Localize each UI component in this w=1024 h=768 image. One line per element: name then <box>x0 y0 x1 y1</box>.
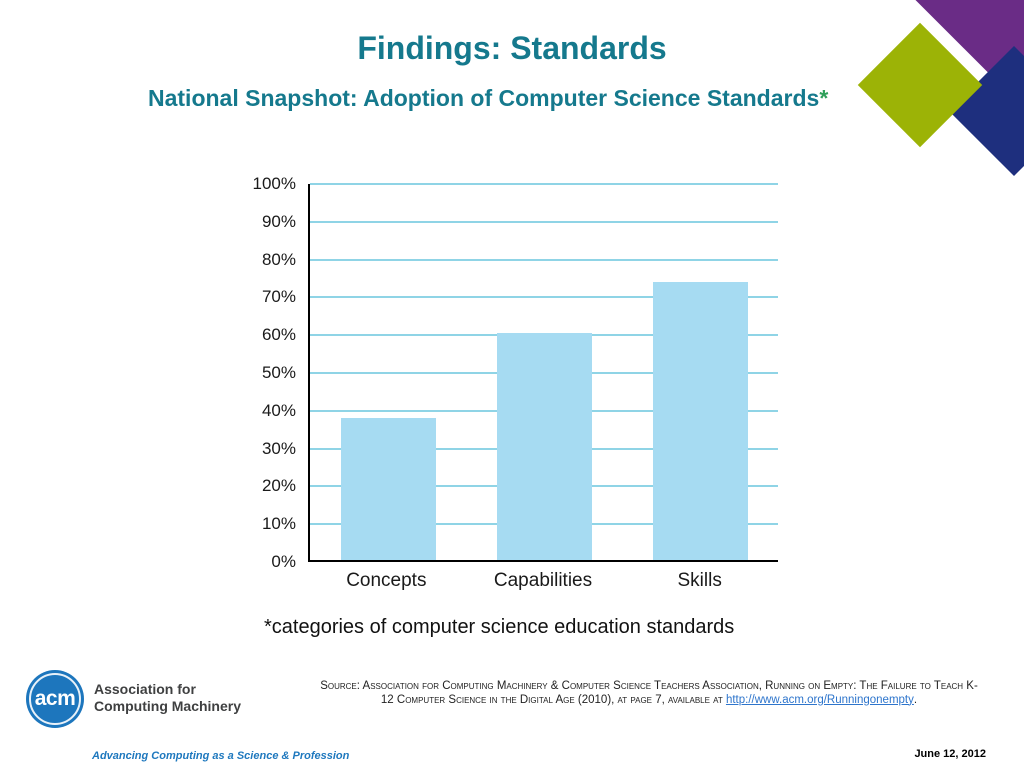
source-citation: Source: Association for Computing Machin… <box>318 680 980 707</box>
y-tick-label: 0% <box>271 552 296 571</box>
gridline <box>310 183 778 185</box>
y-tick-label: 80% <box>261 249 296 269</box>
x-axis-label: Concepts <box>346 570 427 591</box>
bar-chart: 100% 90% 80% 70% 60% 50% 40% 30% 20% 10% 0% Concep… <box>240 174 778 592</box>
y-tick-label: 70% <box>261 287 296 307</box>
chart-footnote: *categories of computer science educatio… <box>264 616 735 638</box>
x-axis-label: Capabilities <box>493 570 593 591</box>
x-axis-label: Skills <box>677 570 722 591</box>
y-tick-label: 50% <box>261 363 296 382</box>
y-tick-label: 100% <box>252 174 296 193</box>
y-tick-label: 10% <box>261 514 296 534</box>
y-tick-label: 20% <box>261 476 296 496</box>
y-tick-label: 30% <box>261 438 296 458</box>
bar-concepts <box>340 418 436 560</box>
x-axis-labels: Concepts Capabilities Skills <box>308 570 778 592</box>
slide-subtitle: National Snapshot: Adoption of Computer … <box>148 85 828 112</box>
plot-area <box>308 183 778 562</box>
bar-skills <box>652 282 748 560</box>
y-tick-label: 60% <box>261 325 296 345</box>
source-period: . <box>913 693 918 706</box>
acm-logo: acm <box>26 670 84 728</box>
source-text: Source: Association for Computing Machin… <box>320 680 978 706</box>
gridline <box>310 296 778 299</box>
acm-org-name: Association for Computing Machinery <box>94 681 241 715</box>
source-link[interactable]: http://www.acm.org/Runningonempty <box>725 693 914 706</box>
gridline <box>310 220 778 223</box>
org-name-line1: Association for <box>94 681 196 697</box>
bars-row <box>310 184 778 560</box>
bar-column <box>310 184 466 560</box>
gridline <box>310 258 778 261</box>
y-axis-labels: 100% 90% 80% 70% 60% 50% 40% 30% 20% 10% 0% <box>240 174 308 571</box>
bar-column <box>622 184 778 560</box>
plot-column: Concepts Capabilities Skills <box>308 183 778 592</box>
slide-date: June 12, 2012 <box>914 748 986 760</box>
subtitle-asterisk: * <box>819 85 829 111</box>
org-name-line2: Computing Machinery <box>94 698 242 714</box>
acm-tagline: Advancing Computing as a Science & Profe… <box>92 750 350 762</box>
subtitle-text: National Snapshot: Adoption of Computer … <box>148 85 820 111</box>
acm-logo-text: acm <box>34 687 76 710</box>
y-tick-label: 40% <box>261 400 296 420</box>
bar-column <box>466 184 622 560</box>
y-tick-label: 90% <box>261 211 296 231</box>
bar-capabilities <box>496 333 592 560</box>
slide-title: Findings: Standards <box>357 30 667 66</box>
